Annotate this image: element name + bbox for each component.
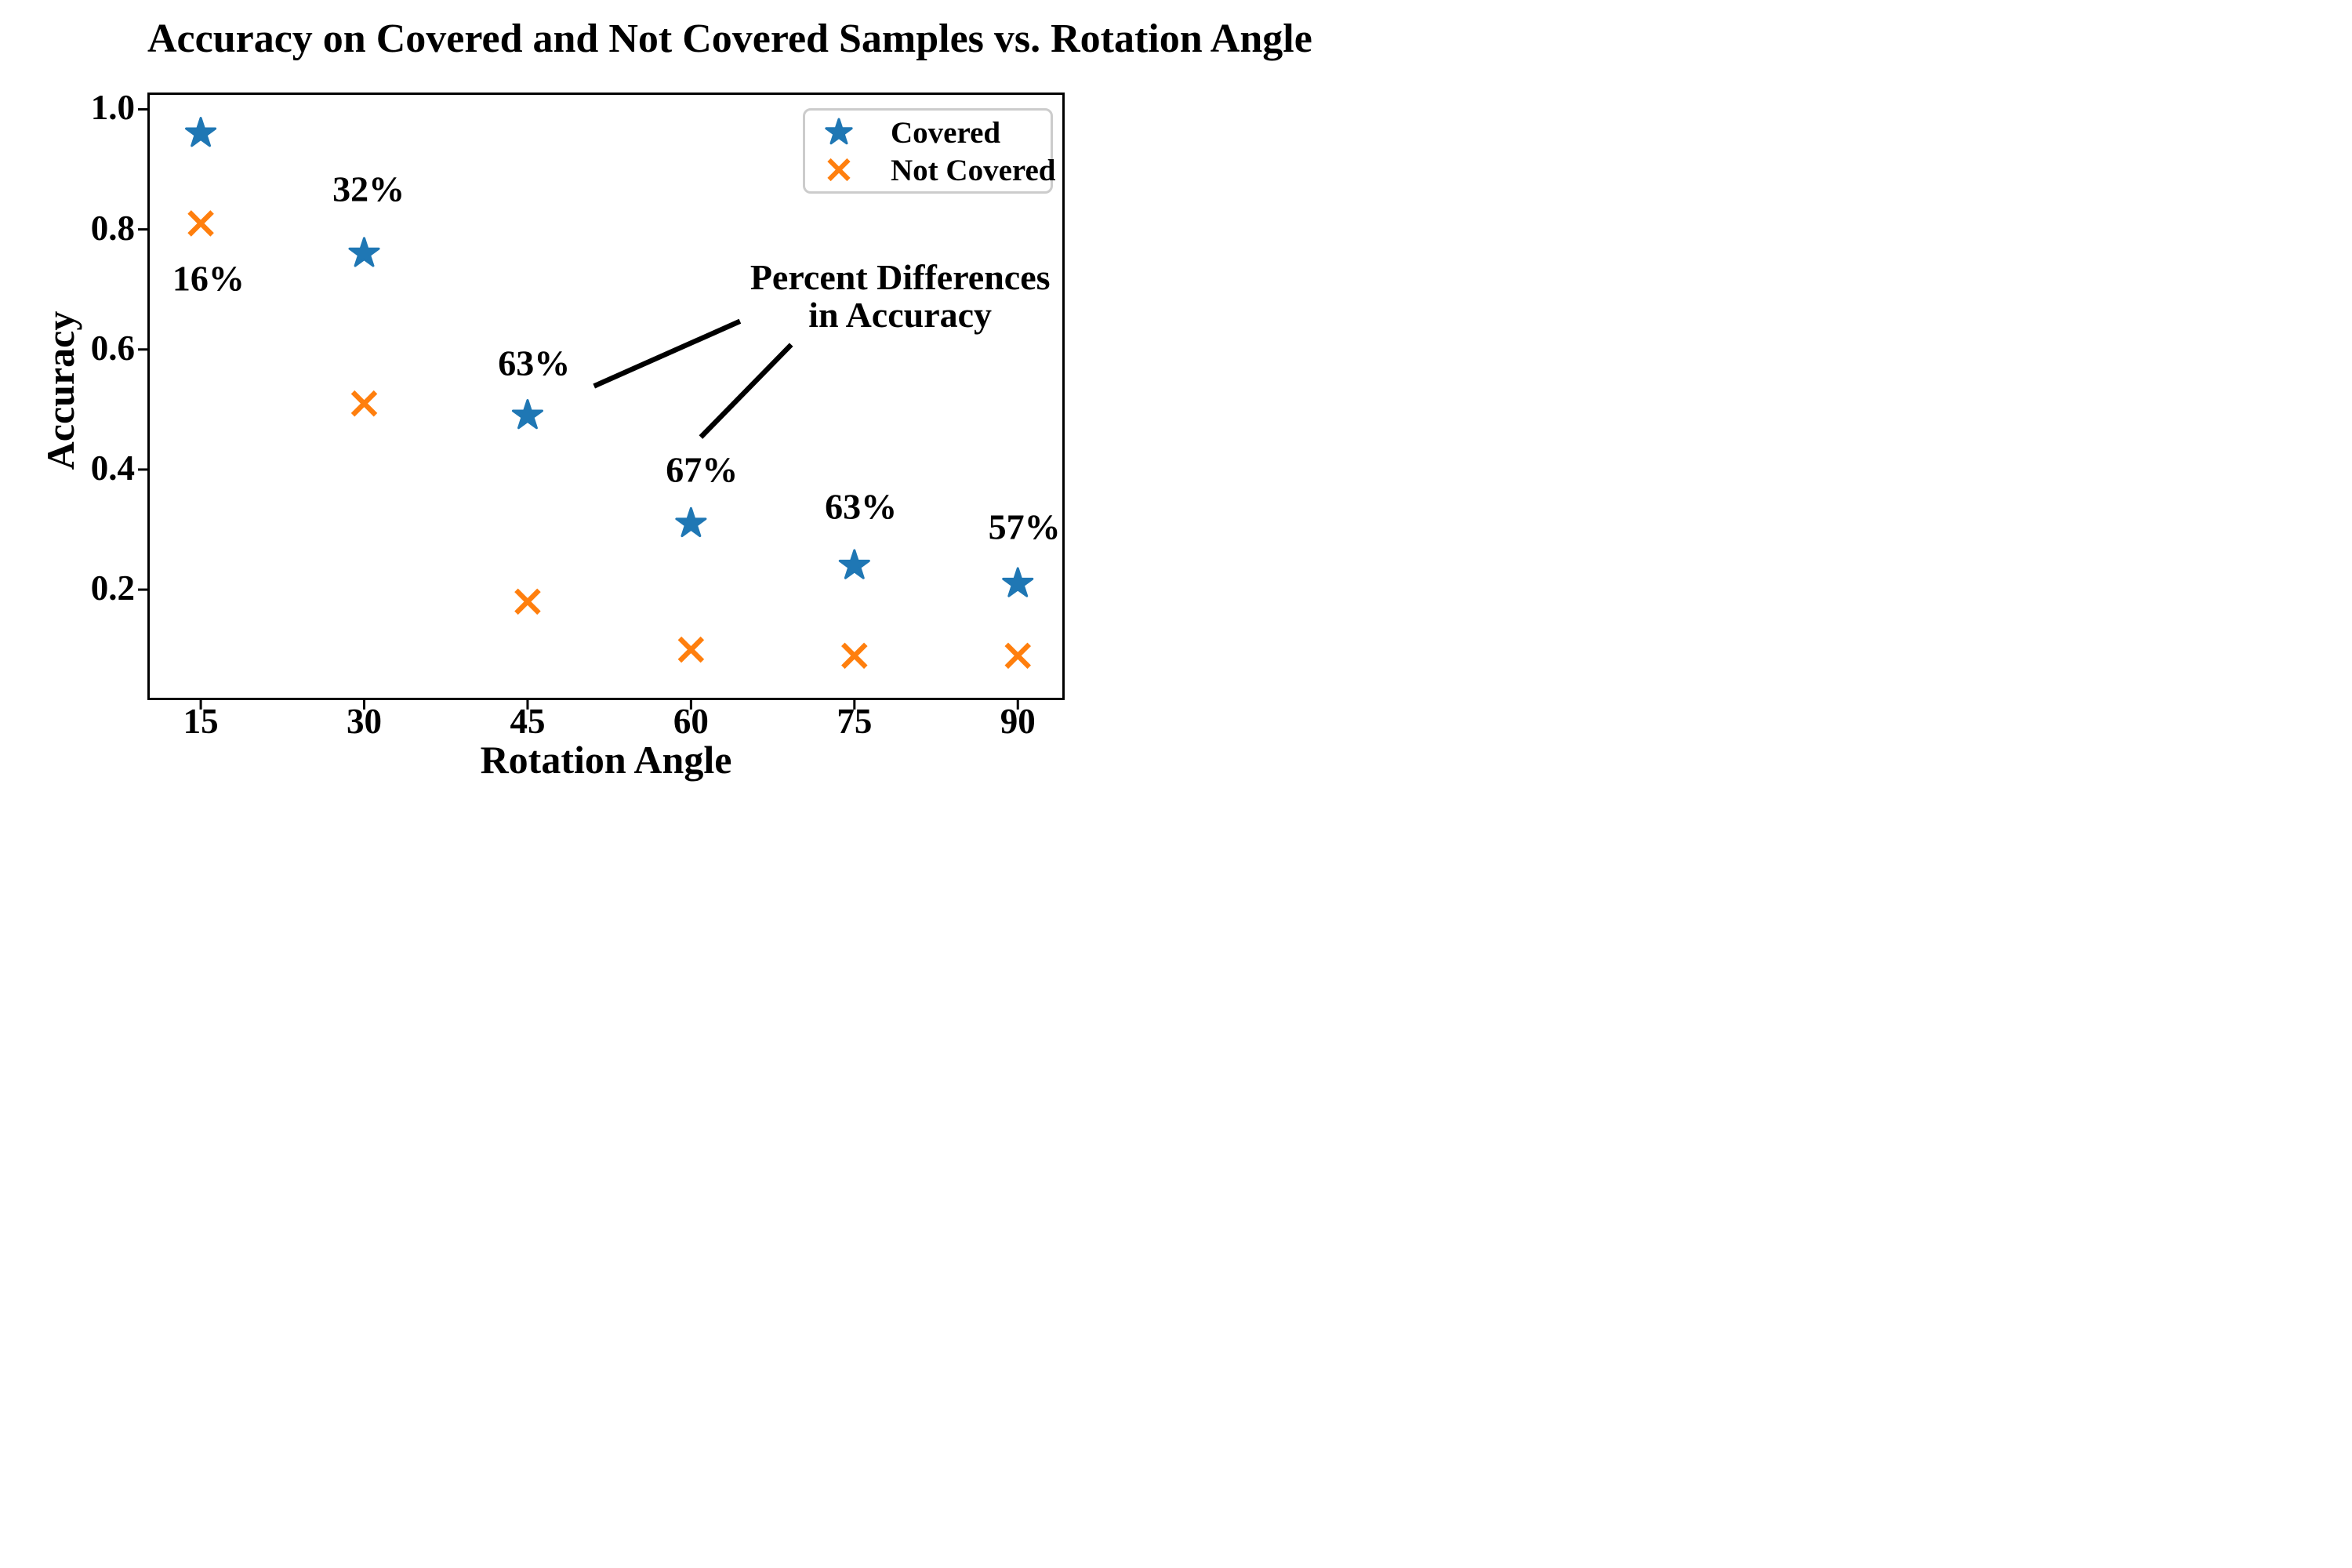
data-point-star-covered [511, 399, 543, 430]
percent-differences-annotation: Percent Differences in Accuracy [750, 259, 1051, 334]
annotation-pointer-line [593, 318, 742, 389]
y-tick-label: 1.0 [90, 88, 135, 128]
y-tick-label: 0.8 [90, 208, 135, 248]
percent-diff-label: 63% [825, 486, 898, 527]
chart-graphics [138, 107, 1034, 710]
data-point-x-not-covered [514, 588, 541, 615]
figure-canvas: Accuracy on Covered and Not Covered Samp… [0, 0, 1312, 784]
y-tick-label: 0.4 [90, 448, 135, 488]
legend-x-icon [827, 158, 851, 182]
annotation-text-line-1: Percent Differences [750, 257, 1051, 298]
annotation-text-line-2: in Accuracy [808, 295, 993, 336]
legend: Covered Not Covered [803, 108, 1056, 194]
data-point-x-not-covered [677, 636, 705, 663]
legend-star-icon [825, 118, 853, 145]
y-tick-label: 0.2 [90, 568, 135, 608]
percent-diff-label: 32% [332, 169, 405, 209]
x-tick-label: 90 [1000, 702, 1036, 741]
data-point-star-covered [348, 237, 380, 267]
legend-label-not-covered: Not Covered [891, 154, 1056, 187]
percent-diff-label: 57% [988, 506, 1061, 547]
legend-label-covered: Covered [891, 116, 1001, 150]
annotation-pointer-line [699, 343, 793, 439]
data-point-x-not-covered [350, 390, 378, 417]
data-point-star-covered [1002, 567, 1034, 597]
data-point-x-not-covered [1004, 642, 1032, 670]
x-tick-label: 45 [510, 702, 546, 741]
plot-area [147, 93, 1065, 700]
data-point-x-not-covered [841, 642, 868, 670]
data-point-star-covered [838, 549, 870, 579]
percent-diff-label: 63% [498, 343, 571, 383]
data-point-star-covered [675, 506, 707, 538]
data-point-x-not-covered [187, 210, 214, 237]
x-tick-label: 30 [347, 702, 383, 741]
x-tick-label: 75 [837, 702, 873, 741]
data-point-star-covered [185, 117, 217, 147]
y-tick-label: 0.6 [90, 328, 135, 368]
x-tick-label: 60 [673, 702, 709, 741]
percent-diff-label: 16% [172, 258, 245, 299]
x-tick-label: 15 [183, 702, 219, 741]
percent-diff-label: 67% [666, 449, 739, 490]
x-axis-label: Rotation Angle [480, 738, 732, 782]
